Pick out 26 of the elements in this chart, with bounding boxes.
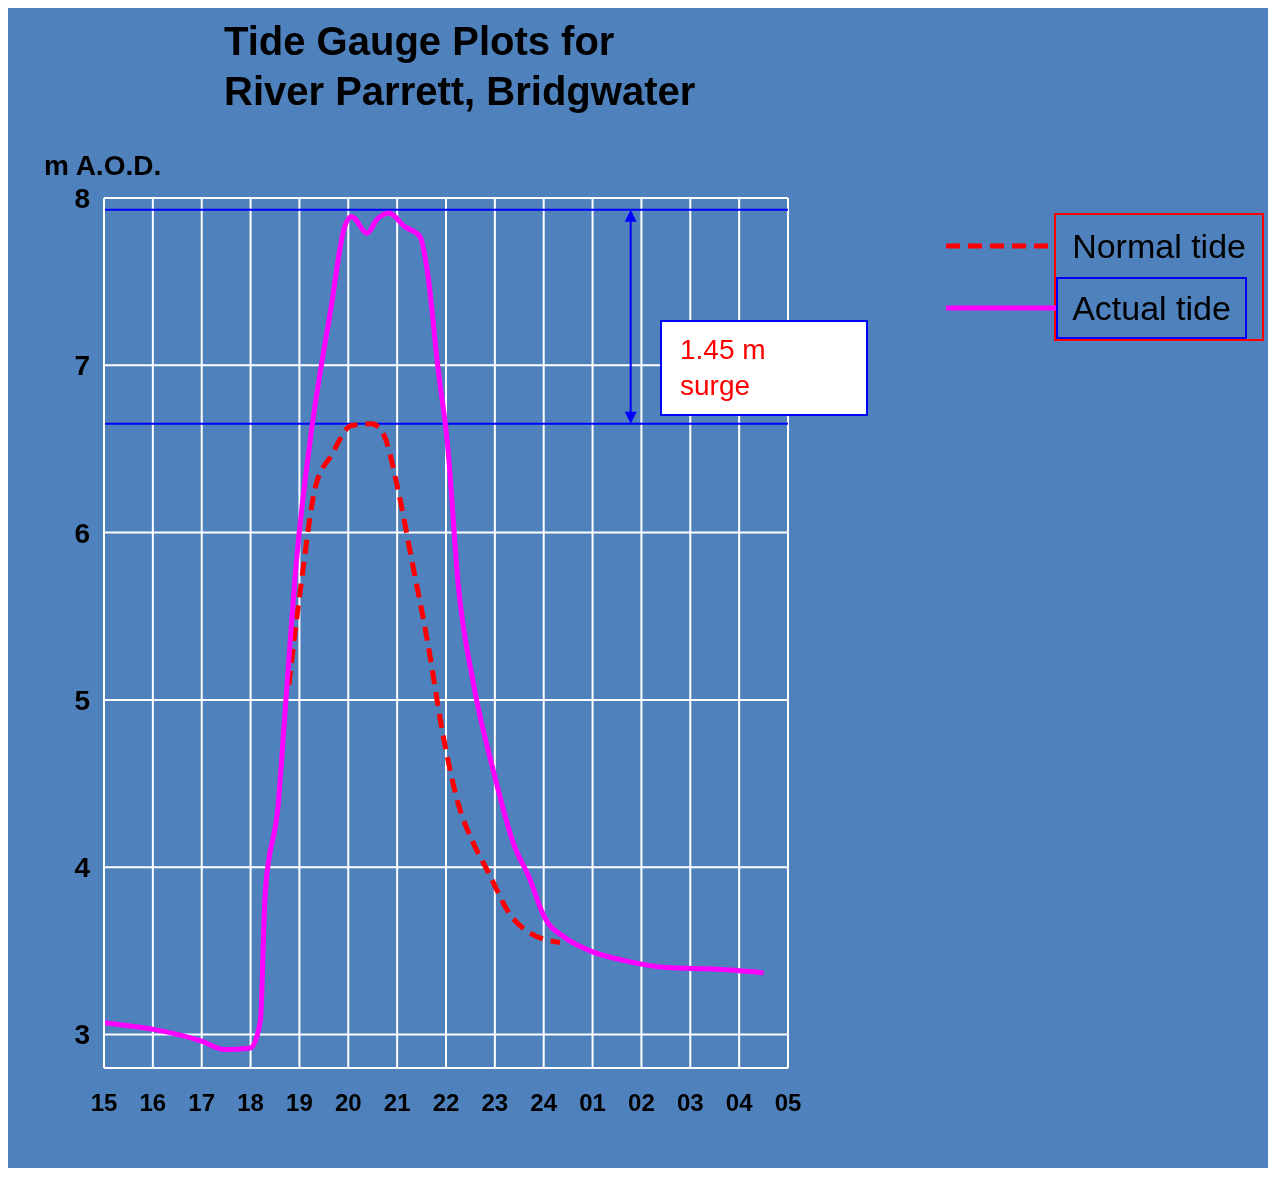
- x-tick-label: 23: [481, 1089, 509, 1117]
- chart-title: Tide Gauge Plots for River Parrett, Bridgwater: [224, 18, 696, 115]
- x-tick-label: 18: [237, 1089, 264, 1117]
- x-tick-label: 20: [334, 1089, 362, 1117]
- x-tick-label: 15: [90, 1089, 118, 1117]
- x-tick-label: 17: [188, 1089, 216, 1117]
- x-tick-label: 02: [628, 1089, 655, 1117]
- x-tick-label: 03: [676, 1089, 704, 1117]
- y-tick-label: 3: [74, 1019, 90, 1051]
- y-tick-label: 6: [74, 517, 90, 549]
- x-tick-label: 24: [530, 1089, 558, 1117]
- note-box: 1.45 m surge: [660, 320, 868, 416]
- x-tick-label: 22: [432, 1089, 460, 1117]
- legend-label: Normal tide: [1071, 226, 1247, 267]
- y-tick-label: 8: [74, 182, 90, 214]
- x-tick-label: 01: [579, 1089, 606, 1117]
- x-tick-label: 16: [139, 1089, 167, 1117]
- x-tick-label: 04: [725, 1089, 754, 1117]
- y-axis-title: m A.O.D.: [44, 150, 162, 182]
- x-tick-label: 05: [774, 1089, 802, 1117]
- x-tick-label: 21: [383, 1089, 411, 1117]
- y-tick-label: 5: [74, 684, 90, 716]
- legend-label: Actual tide: [1056, 277, 1247, 339]
- x-tick-label: 19: [286, 1089, 313, 1117]
- y-tick-label: 7: [74, 350, 90, 382]
- y-tick-label: 4: [74, 852, 91, 884]
